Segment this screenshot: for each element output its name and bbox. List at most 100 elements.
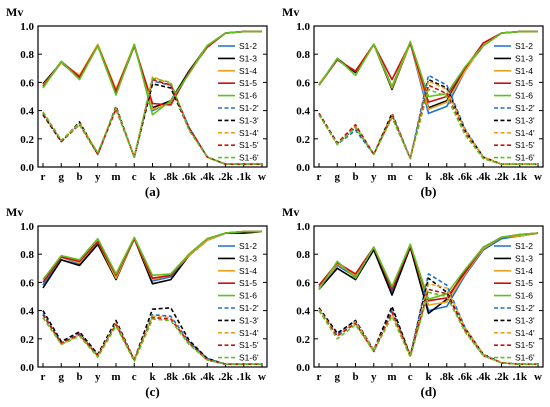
series-line-6 (318, 277, 538, 365)
series-line-7 (42, 76, 262, 165)
legend-label-8: S1-5' (515, 340, 535, 350)
x-tick-label: k (149, 171, 156, 183)
series-line-7 (42, 314, 262, 365)
legend-label-1: S1-3 (239, 253, 257, 263)
y-tick-label: 0.0 (20, 162, 34, 174)
x-tick-label: m (111, 371, 120, 383)
x-tick-label: b (76, 371, 82, 383)
legend-label-2: S1-4 (239, 66, 257, 76)
x-tick-label: .4k (200, 371, 215, 383)
legend-label-9: S1-6' (515, 153, 535, 163)
x-tick-label: .1k (237, 171, 252, 183)
y-axis-label: Mv (282, 5, 299, 19)
x-tick-label: .6k (458, 171, 473, 183)
series-line-4 (42, 30, 262, 116)
y-tick-label: 0.4 (20, 306, 34, 318)
legend-label-0: S1-2 (515, 41, 533, 51)
chart-panel-3: Mv 0.0 0.2 0.4 0.6 0.8 1.0 r g b y m c k .8k .6k .4k .2k.… (282, 205, 544, 399)
legend-label-8: S1-5' (239, 140, 259, 150)
legend-label-7: S1-4' (515, 128, 535, 138)
legend-label-4: S1-6 (515, 291, 533, 301)
x-tick-label: y (371, 371, 377, 383)
x-tick-label: k (149, 371, 156, 383)
legend-label-0: S1-2 (239, 241, 257, 251)
legend-label-2: S1-4 (239, 266, 257, 276)
series-line-8 (42, 314, 262, 365)
legend-label-5: S1-2' (239, 303, 259, 313)
series-line-8 (42, 78, 262, 165)
series-line-8 (318, 288, 538, 365)
x-tick-label: b (352, 171, 358, 183)
y-tick-label: 0.4 (296, 106, 310, 118)
legend-label-4: S1-6 (239, 91, 257, 101)
x-tick-label: y (371, 171, 377, 183)
y-tick-label: 0.2 (296, 334, 310, 346)
chart-panel-1: Mv 0.0 0.2 0.4 0.6 0.8 1.0 r g b y m c k .8k .6k .4k .2k.… (282, 5, 544, 199)
plot-frame (37, 25, 268, 168)
x-tick-label: r (317, 371, 322, 383)
series-line-3 (318, 232, 539, 302)
x-tick-label: c (132, 371, 137, 383)
plot-frame (313, 225, 544, 368)
x-tick-label: r (317, 171, 322, 183)
x-tick-label: w (534, 171, 542, 183)
legend-label-5: S1-2' (515, 303, 535, 313)
chart-panel-0: Mv 0.0 0.2 0.4 0.6 0.8 1.0 r g b y m c k .8k .6k .4k .2k.… (6, 5, 268, 199)
x-tick-label: .2k (218, 371, 233, 383)
x-tick-label: b (76, 171, 82, 183)
x-tick-label: b (352, 371, 358, 383)
y-tick-label: 0.6 (20, 277, 34, 289)
x-tick-label: g (59, 171, 65, 183)
x-tick-label: c (408, 371, 413, 383)
y-tick-label: 0.2 (296, 134, 310, 146)
y-tick-label: 0.6 (20, 77, 34, 89)
legend-label-5: S1-2' (515, 103, 535, 113)
x-tick-label: .8k (164, 371, 179, 383)
legend-label-7: S1-4' (515, 328, 535, 338)
legend-label-1: S1-3 (239, 53, 257, 63)
x-tick-label: .6k (182, 171, 197, 183)
chart-panel-2: Mv 0.0 0.2 0.4 0.6 0.8 1.0 r g b y m c k .8k .6k .4k .2k.… (6, 205, 268, 399)
legend-label-5: S1-2' (239, 103, 259, 113)
series-line-5 (42, 312, 262, 365)
x-tick-label: c (132, 171, 137, 183)
x-tick-label: m (387, 171, 396, 183)
y-tick-label: 0.2 (20, 134, 34, 146)
legend-label-8: S1-5' (239, 340, 259, 350)
x-tick-label: g (335, 371, 341, 383)
legend-label-9: S1-6' (239, 353, 259, 363)
x-tick-label: .6k (182, 371, 197, 383)
legend-label-9: S1-6' (515, 353, 535, 363)
series-line-6 (318, 78, 538, 165)
x-tick-label: c (408, 171, 413, 183)
x-tick-label: .8k (440, 371, 455, 383)
legend-label-3: S1-5 (239, 278, 257, 288)
series-line-7 (318, 283, 538, 365)
x-tick-label: w (258, 171, 266, 183)
legend-label-2: S1-4 (515, 266, 533, 276)
x-tick-label: .6k (458, 371, 473, 383)
x-tick-label: g (59, 371, 65, 383)
panel-label: (a) (145, 184, 160, 199)
series-line-5 (42, 80, 262, 165)
x-tick-label: k (425, 171, 432, 183)
x-tick-label: .2k (494, 171, 509, 183)
x-tick-label: .2k (218, 171, 233, 183)
y-tick-label: 0.8 (296, 249, 310, 261)
legend-label-7: S1-4' (239, 128, 259, 138)
x-tick-label: w (534, 371, 542, 383)
y-tick-label: 0.4 (20, 106, 34, 118)
x-tick-label: k (425, 371, 432, 383)
x-tick-label: y (95, 371, 101, 383)
panel-label: (c) (145, 384, 159, 399)
series-line-4 (318, 232, 539, 301)
legend-label-1: S1-3 (515, 53, 533, 63)
legend-label-2: S1-4 (515, 66, 533, 76)
y-tick-label: 0.2 (20, 334, 34, 346)
x-tick-label: g (335, 171, 341, 183)
y-tick-label: 1.0 (296, 221, 310, 233)
legend-label-6: S1-3' (515, 115, 535, 125)
x-tick-label: .1k (513, 171, 528, 183)
y-axis-label: Mv (6, 205, 23, 219)
